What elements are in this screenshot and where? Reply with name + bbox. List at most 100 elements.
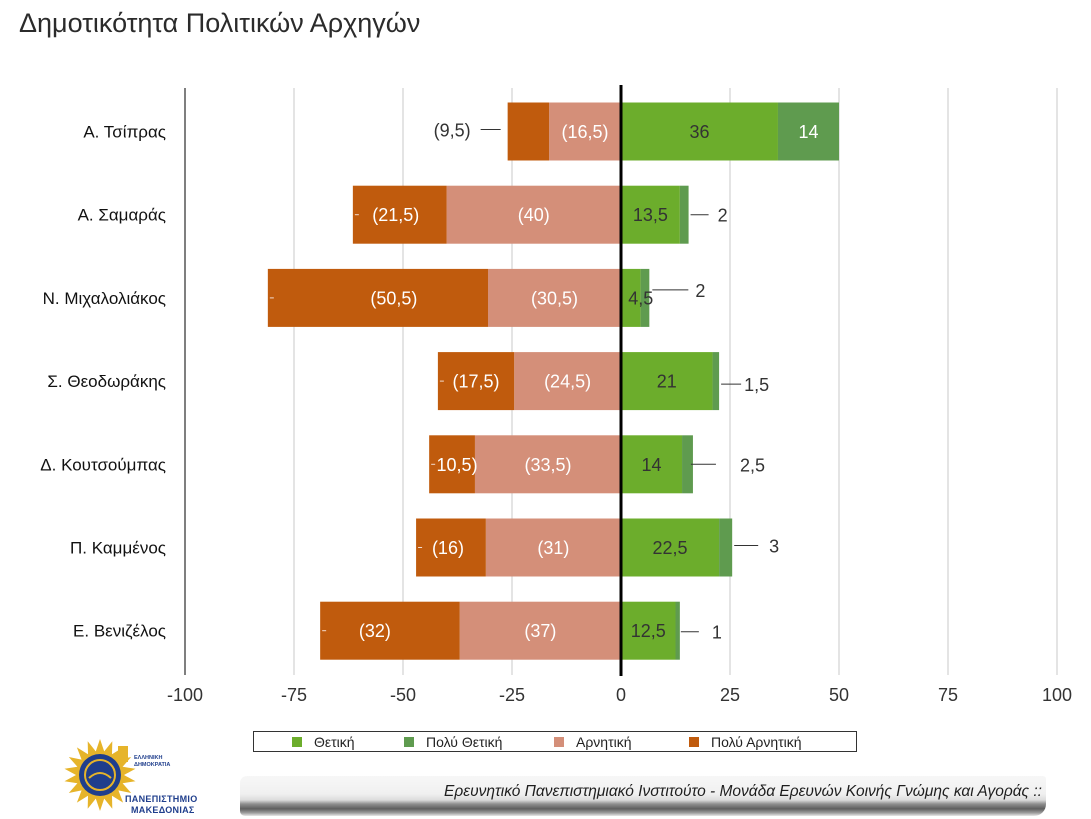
bar-negative-0 (549, 102, 621, 161)
bars (267, 102, 839, 660)
logo-name-line1: ΠΑΝΕΠΙΣΤΗΜΙΟ (125, 794, 198, 804)
bar-positive-0 (621, 102, 778, 161)
legend-item-very-positive: Πολύ Θετική (404, 732, 502, 751)
x-tick-label: -50 (390, 685, 416, 705)
data-label-very-positive: 1,5 (744, 375, 769, 395)
bar-very-negative-2 (267, 268, 489, 327)
bar-positive-3 (621, 352, 713, 411)
data-label-very-positive: 2,5 (740, 455, 765, 475)
data-label-very-positive: 2 (695, 281, 705, 301)
legend: Θετική Πολύ Θετική Αρνητική Πολύ Αρνητικ… (253, 731, 857, 752)
bar-very-positive-3 (712, 352, 720, 411)
legend-item-positive: Θετική (292, 732, 355, 751)
bar-negative-1 (446, 185, 621, 244)
data-label-negative: (16,5) (562, 122, 609, 142)
bar-very-negative-6 (320, 601, 460, 660)
data-label-positive: 13,5 (633, 205, 668, 225)
data-label-very-negative: (16) (432, 538, 464, 558)
bar-positive-5 (621, 518, 720, 577)
data-label-very-negative: (9,5) (434, 121, 471, 141)
bar-very-negative-1 (352, 185, 447, 244)
data-label-very-negative: 10,5) (437, 455, 478, 475)
bar-negative-3 (514, 352, 621, 411)
data-label-negative: (40) (518, 205, 550, 225)
legend-item-very-negative: Πολύ Αρνητική (689, 732, 802, 751)
data-label-very-positive: 2 (718, 206, 728, 226)
legend-swatch-negative (554, 736, 564, 747)
y-axis-category-labels: Α. Τσίπρας Α. Σαμαράς Ν. Μιχαλολιάκος Σ. Θε… (40, 123, 166, 641)
category-label: Α. Σαμαράς (78, 206, 166, 225)
legend-swatch-very-negative (689, 736, 699, 747)
data-label-negative: (37) (524, 621, 556, 641)
data-labels: 36 14 (16,5) (9,5) 13,5 2 (40) (21,5) 4,5 2 (30,5)… (269, 121, 818, 643)
data-label-negative: (30,5) (531, 288, 578, 308)
x-tick-label: 75 (938, 685, 958, 705)
data-label-positive: 4,5 (628, 288, 653, 308)
x-axis-tick-labels: -100 -75 -50 -25 0 25 50 75 100 (167, 685, 1072, 705)
data-label-positive: 12,5 (631, 621, 666, 641)
legend-label: Θετική (314, 733, 355, 750)
bar-very-negative-4 (429, 435, 475, 494)
emblem-wave (88, 772, 112, 779)
bar-negative-6 (459, 601, 621, 660)
bar-very-negative-0 (507, 102, 550, 161)
category-label: Ε. Βενιζέλος (73, 622, 166, 641)
data-label-very-positive: 1 (712, 623, 722, 643)
data-label-very-negative: (17,5) (453, 372, 500, 392)
banner-brushstroke (240, 776, 1046, 816)
logo-small-line: ΕΛΛΗΝΙΚΗ (134, 755, 163, 761)
legend-label: Πολύ Αρνητική (711, 733, 802, 750)
bar-positive-4 (621, 435, 683, 494)
x-tick-label: 0 (616, 685, 626, 705)
university-emblem-icon (64, 739, 136, 811)
bar-positive-6 (621, 601, 676, 660)
bar-very-positive-4 (682, 435, 693, 494)
data-label-very-negative: (32) (359, 621, 391, 641)
category-label: Π. Καμμένος (70, 539, 166, 558)
logo-small-line: ΔΗΜΟΚΡΑΤΙΑ (134, 762, 171, 768)
bar-very-negative-3 (437, 352, 515, 411)
bar-negative-5 (485, 518, 621, 577)
bar-very-positive-1 (679, 185, 689, 244)
x-tick-label: 50 (829, 685, 849, 705)
data-label-positive: 22,5 (653, 538, 688, 558)
data-label-very-negative: (50,5) (370, 288, 417, 308)
bar-negative-4 (474, 435, 621, 494)
logo-name-line2: ΜΑΚΕΔΟΝΙΑΣ (131, 805, 195, 815)
legend-label: Πολύ Θετική (426, 733, 503, 750)
x-tick-label: 25 (720, 685, 740, 705)
bar-very-positive-6 (675, 601, 680, 660)
bar-very-positive-2 (640, 268, 650, 327)
bar-negative-2 (488, 268, 621, 327)
category-label: Ν. Μιχαλολιάκος (43, 289, 166, 308)
data-label-very-positive: 14 (798, 122, 818, 142)
chart-title: Δημοτικότητα Πολιτικών Αρχηγών (19, 8, 421, 38)
emblem-ring (84, 759, 116, 791)
category-label: Α. Τσίπρας (83, 123, 166, 142)
bar-positive-2 (621, 268, 641, 327)
category-label: Σ. Θεοδωράκης (47, 372, 166, 391)
legend-label: Αρνητική (576, 733, 632, 750)
legend-swatch-very-positive (404, 736, 414, 747)
logo-small-text: ΕΛΛΗΝΙΚΗ ΔΗΜΟΚΡΑΤΙΑ (134, 755, 170, 769)
data-label-very-positive: 3 (769, 537, 779, 557)
data-label-negative: (31) (537, 538, 569, 558)
data-label-positive: 21 (657, 372, 677, 392)
bar-very-positive-5 (719, 518, 733, 577)
data-label-negative: (33,5) (524, 455, 571, 475)
x-tick-label: -100 (167, 685, 203, 705)
institute-banner: Ερευνητικό Πανεπιστημιακό Ινστιτούτο - Μ… (240, 776, 1046, 816)
institute-name: Ερευνητικό Πανεπιστημιακό Ινστιτούτο - Μ… (444, 783, 1042, 800)
legend-item-negative: Αρνητική (554, 732, 632, 751)
bar-positive-1 (621, 185, 680, 244)
data-label-negative: (24,5) (544, 372, 591, 392)
x-tick-label: -75 (281, 685, 307, 705)
bar-very-negative-5 (416, 518, 486, 577)
emblem-tower (118, 746, 128, 762)
data-label-positive: 36 (689, 122, 709, 142)
bar-very-positive-0 (777, 102, 839, 161)
x-tick-label: 100 (1042, 685, 1072, 705)
legend-swatch-positive (292, 736, 302, 747)
data-label-very-negative: (21,5) (372, 205, 419, 225)
